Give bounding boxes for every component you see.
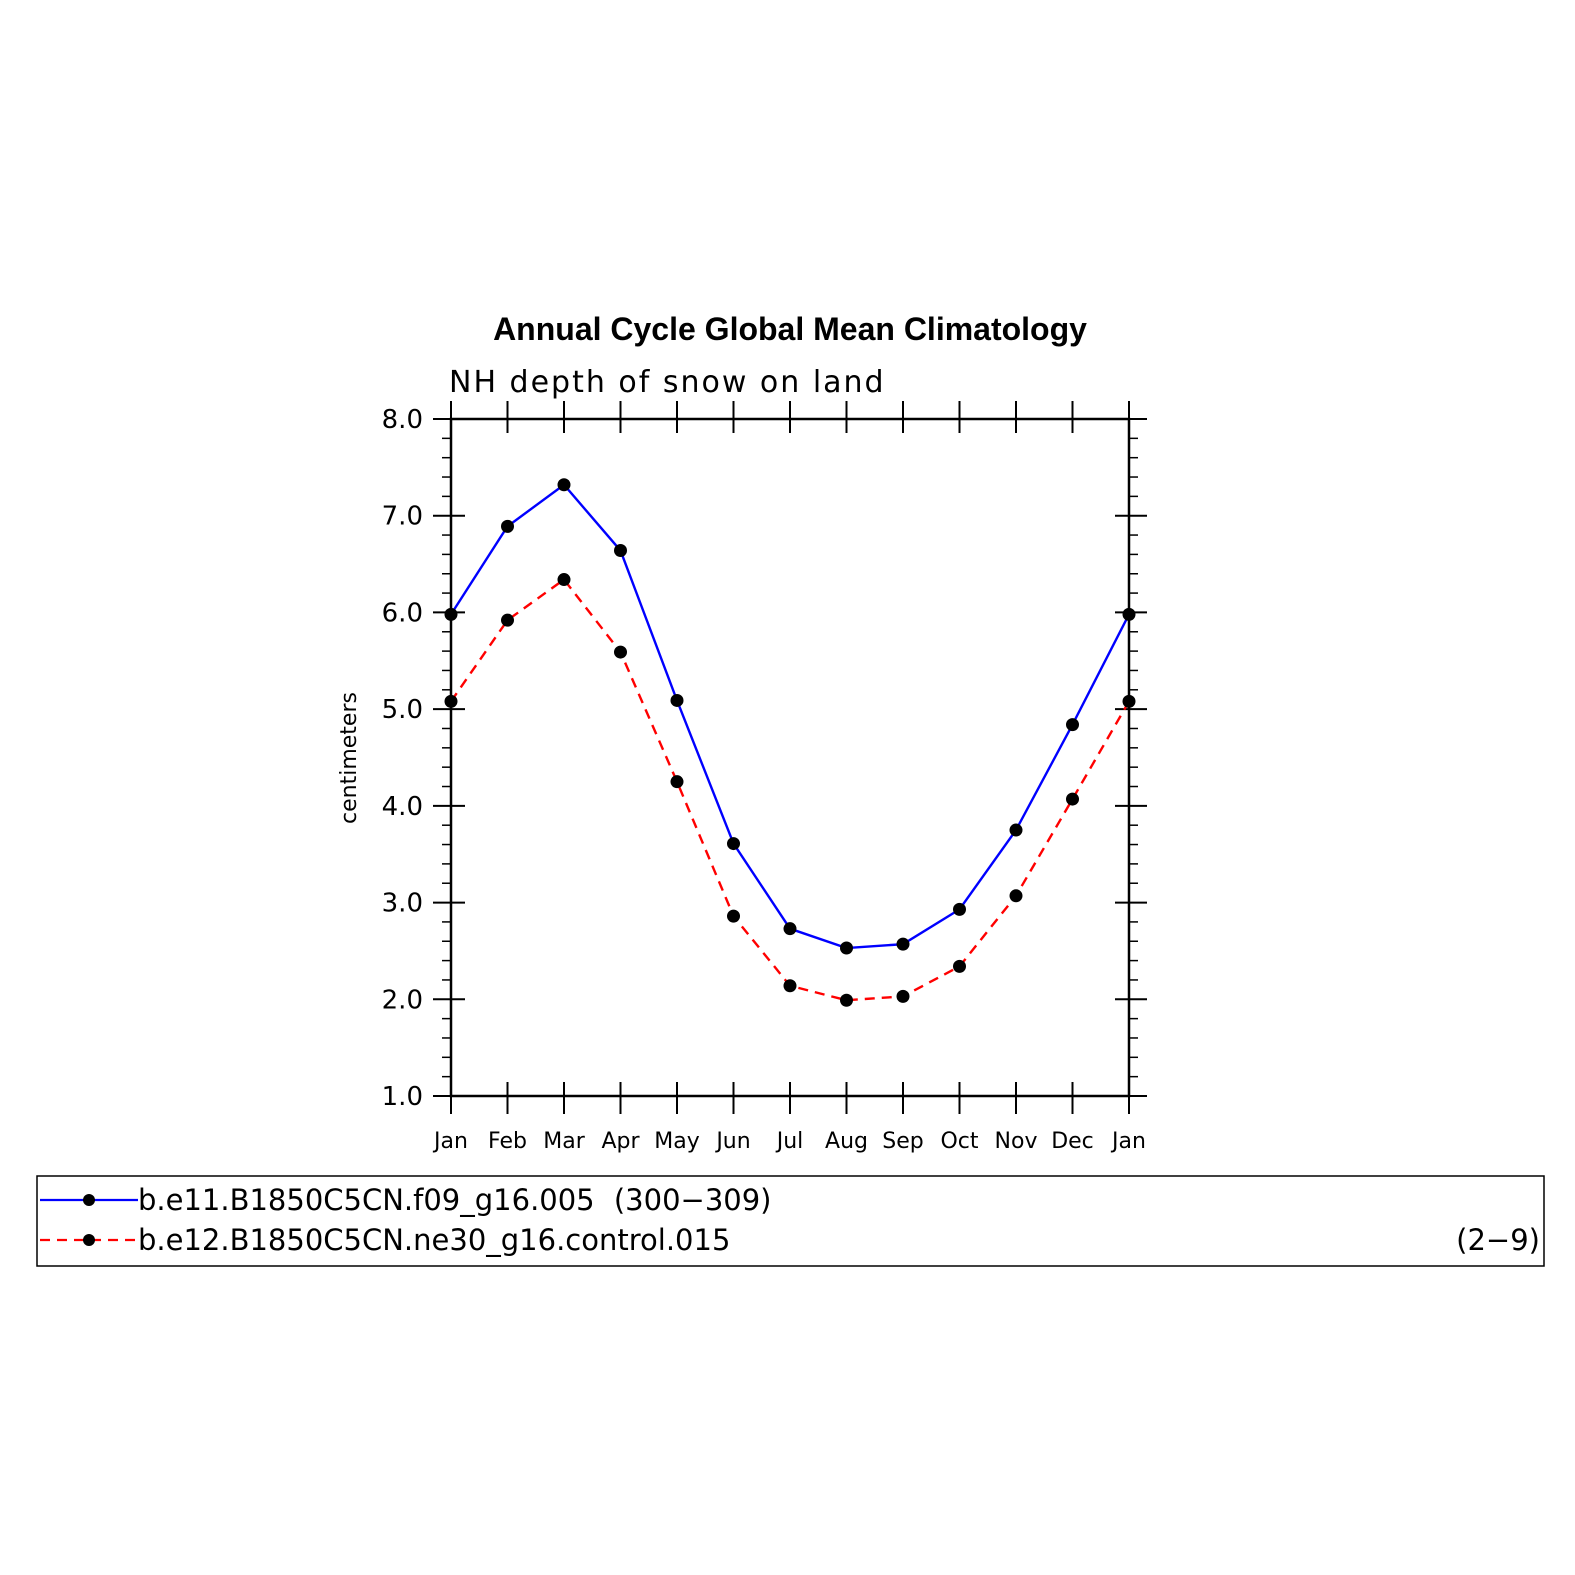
x-tick-label: Oct: [940, 1129, 978, 1154]
legend-series-name-1: b.e11.B1850C5CN.f09_g16.005: [138, 1183, 595, 1217]
data-point: [840, 941, 853, 955]
x-tick-label: Apr: [601, 1129, 640, 1154]
legend-label-1: b.e11.B1850C5CN.f09_g16.005 (300−309): [138, 1183, 772, 1217]
series-group: [444, 478, 1136, 1007]
series-line-2: [450, 577, 1131, 1002]
x-tick-label: Dec: [1051, 1129, 1094, 1154]
legend-marker-1: [83, 1194, 95, 1206]
data-point: [896, 937, 910, 951]
legend-box: [36, 1175, 1545, 1267]
plot-axes: [449, 417, 1131, 1098]
data-point: [840, 993, 853, 1007]
y-tick-label: 7.0: [382, 502, 423, 532]
y-tick-label: 3.0: [382, 889, 423, 919]
data-point: [1122, 607, 1136, 621]
data-point: [783, 922, 797, 936]
data-point: [614, 645, 627, 659]
y-ticks: 1.0 2.0 3.0 4.0 5.0 6.0 7.0 8.0: [382, 405, 1147, 1112]
chart-subtitle: NH depth of snow on land: [449, 365, 886, 400]
data-point: [444, 607, 458, 621]
data-point: [783, 979, 797, 993]
x-tick-label: Aug: [825, 1129, 868, 1154]
y-tick-label: 8.0: [382, 405, 423, 435]
data-point: [953, 902, 966, 916]
x-tick-label: Mar: [543, 1129, 585, 1154]
data-point: [670, 693, 684, 707]
legend: b.e11.B1850C5CN.f09_g16.005 (300−309) b.…: [36, 1175, 1545, 1267]
legend-series-years-1: (300−309): [614, 1183, 772, 1217]
x-tick-label: Jun: [714, 1129, 750, 1154]
y-tick-label: 2.0: [382, 985, 423, 1015]
data-point: [1066, 792, 1079, 806]
data-point: [444, 694, 458, 708]
data-point: [670, 775, 684, 789]
x-tick-label: Sep: [882, 1129, 923, 1154]
data-point: [614, 544, 627, 558]
data-point: [1066, 718, 1079, 732]
data-point: [896, 989, 910, 1003]
x-tick-label: Feb: [488, 1129, 527, 1154]
y-tick-label: 5.0: [382, 695, 423, 725]
y-axis-label: centimeters: [337, 692, 362, 824]
x-tick-label: Jul: [775, 1129, 804, 1154]
data-point: [953, 959, 966, 973]
chart-title: Annual Cycle Global Mean Climatology: [493, 311, 1087, 347]
y-tick-label: 4.0: [382, 792, 423, 822]
data-point: [1009, 823, 1023, 837]
x-ticks: Jan Feb Mar Apr May Jun Jul Aug Sep Oct Nov Dec Jan: [432, 401, 1146, 1154]
data-point: [1009, 889, 1023, 903]
y-tick-label: 6.0: [382, 598, 423, 628]
data-point: [727, 909, 740, 923]
x-tick-label: Jan: [432, 1129, 468, 1154]
legend-series-name-2: b.e12.B1850C5CN.ne30_g16.control.015: [138, 1223, 730, 1257]
data-point: [501, 519, 514, 533]
legend-series-years-2: (2−9): [1456, 1223, 1540, 1257]
plot-frame: [449, 417, 1131, 1098]
y-tick-label: 1.0: [382, 1082, 423, 1112]
data-point: [1122, 694, 1136, 708]
x-tick-label: Nov: [995, 1129, 1038, 1154]
data-point: [501, 613, 514, 627]
data-point: [557, 478, 571, 492]
data-point: [727, 837, 740, 851]
data-point: [557, 573, 571, 587]
x-tick-label: Jan: [1110, 1129, 1146, 1154]
x-tick-label: May: [654, 1129, 699, 1154]
legend-marker-2: [83, 1234, 95, 1246]
